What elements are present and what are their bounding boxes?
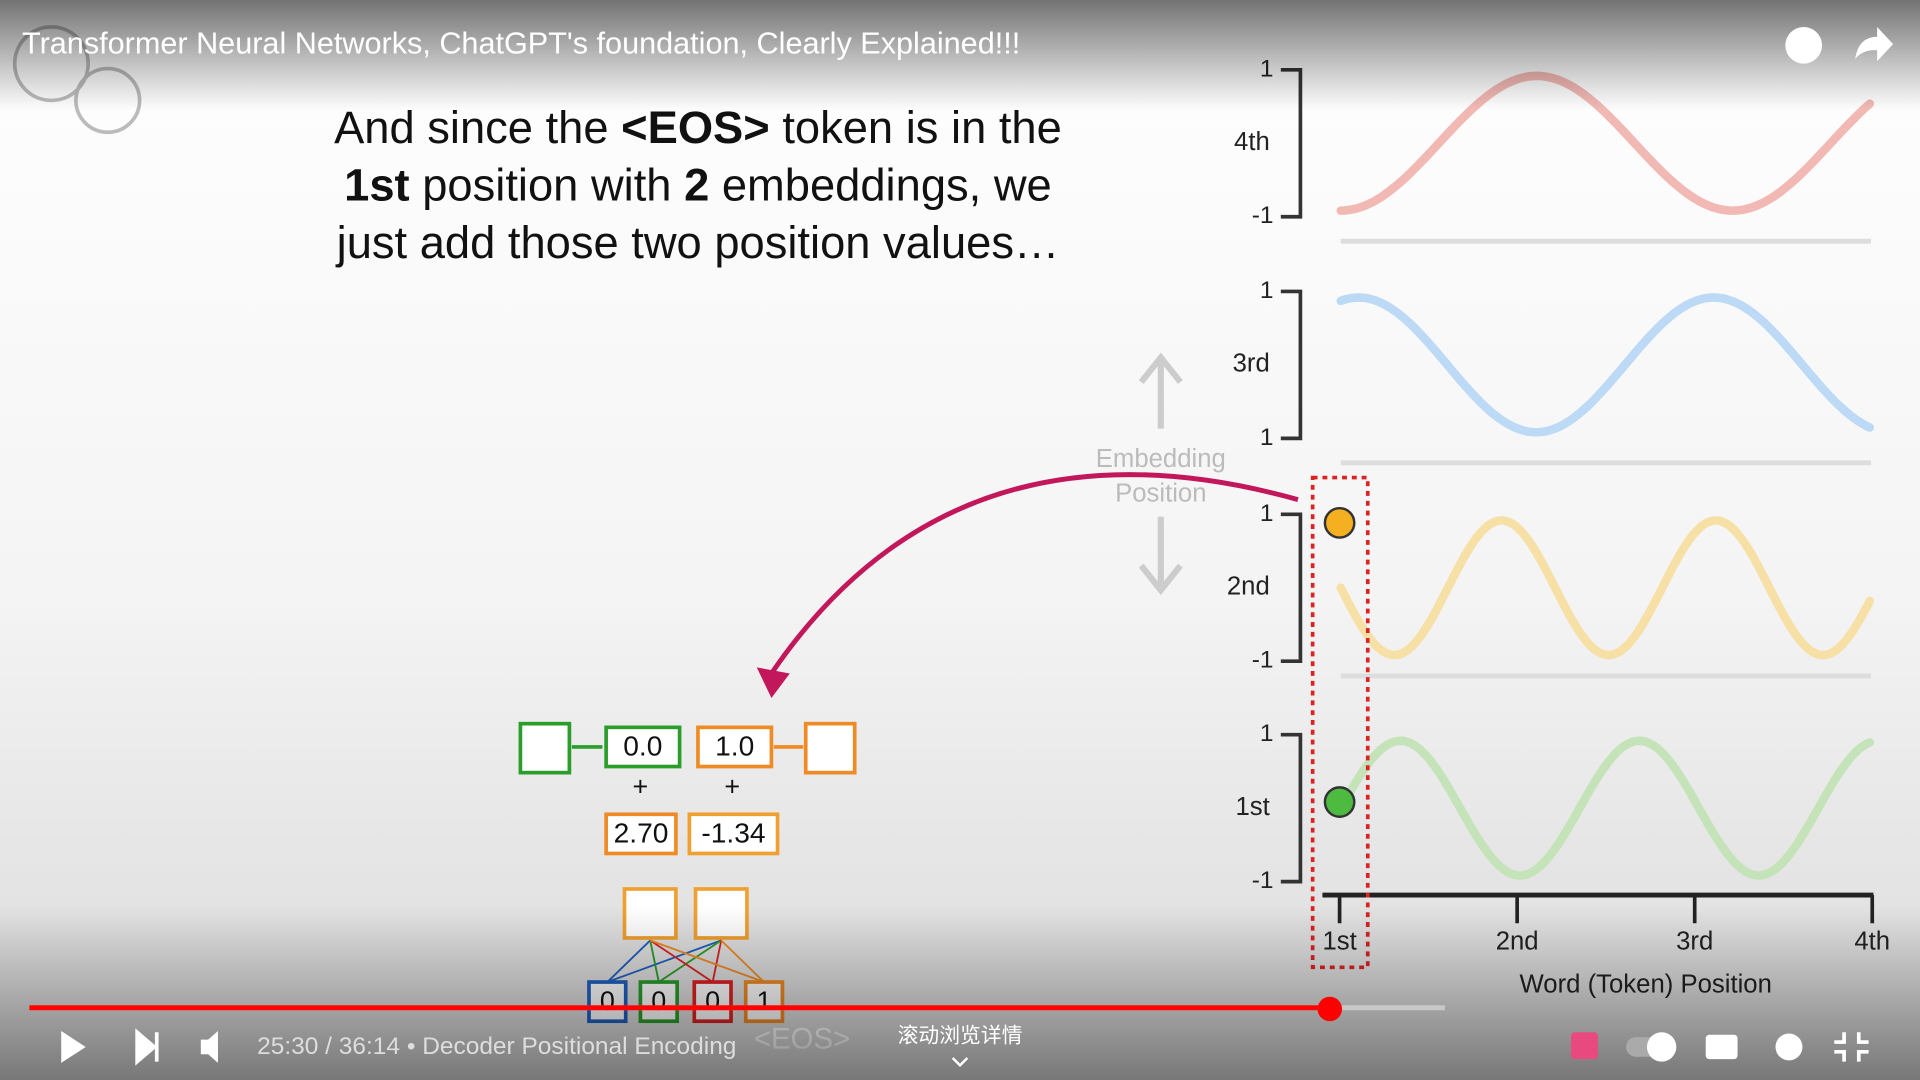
value-text: 2.70 (614, 818, 669, 849)
settings-button[interactable] (1775, 1033, 1803, 1061)
subtitles-button[interactable] (1705, 1034, 1738, 1060)
embedding-label: Embedding (1096, 445, 1226, 473)
play-button[interactable] (61, 1031, 86, 1063)
caption-segment: position with (410, 160, 684, 211)
chevron (951, 1057, 969, 1068)
top-shade (0, 0, 1920, 111)
progress-thumb[interactable] (1317, 996, 1343, 1022)
sine-wave (1336, 736, 1875, 880)
caption-segment: 1st (344, 160, 409, 211)
caption-segment: token is in the (770, 102, 1062, 153)
caption-segment: embeddings, we (709, 160, 1051, 211)
token-dot (1323, 786, 1356, 818)
value-text: 1.0 (715, 731, 754, 762)
sine-wave (1336, 293, 1875, 437)
caption-segment: 2 (684, 160, 709, 211)
caption-segment: And since the (334, 102, 621, 153)
cos-icon (803, 721, 857, 775)
plus: + (633, 772, 649, 802)
curved-arrow (769, 472, 1299, 675)
autoplay-knob[interactable] (1646, 1032, 1677, 1062)
row-top-label: 1 (1260, 277, 1274, 304)
bracket (1280, 289, 1303, 441)
up-arrow (1138, 352, 1183, 429)
embedding-label: Position (1115, 479, 1206, 507)
caption-segment: <EOS> (621, 102, 770, 153)
sine-wave (1336, 516, 1875, 660)
row-label: 4th (1234, 128, 1270, 156)
caption-segment: just add those two position values… (335, 217, 1060, 268)
value-text: -1.34 (701, 818, 765, 849)
row-bottom-label: -1 (1252, 867, 1274, 894)
chapter: Decoder Positional Encoding (422, 1034, 736, 1061)
row-bottom-label: 1 (1260, 424, 1274, 451)
value-text: 0.0 (623, 731, 662, 762)
translate-button[interactable] (1571, 1032, 1598, 1060)
share-button[interactable] (1855, 26, 1894, 62)
caption-line: just add those two position values… (335, 217, 1060, 268)
row-label: 3rd (1233, 350, 1270, 378)
row-label: 1st (1235, 793, 1269, 821)
value-box (604, 812, 678, 856)
row-top-label: 1 (1260, 500, 1274, 527)
value-box (604, 725, 682, 769)
row-bottom-label: -1 (1252, 647, 1274, 674)
row-top-label: 1 (1260, 720, 1274, 747)
fullscreen-exit-button[interactable] (1834, 1032, 1869, 1062)
bracket (1280, 512, 1303, 664)
time-and-chapter[interactable]: 25:30 / 36:14 • Decoder Positional Encod… (257, 1034, 736, 1061)
caption-line: 1st position with 2 embeddings, we (344, 160, 1052, 211)
bracket (1280, 732, 1303, 884)
sine-wave (1336, 71, 1875, 215)
scroll-hint[interactable]: 滚动浏览详情 (898, 1025, 1023, 1048)
time: 25:30 / 36:14 (257, 1034, 400, 1061)
next-button[interactable] (135, 1028, 159, 1066)
arrow-head (756, 667, 790, 698)
token-dot (1323, 506, 1356, 539)
value-box (696, 725, 774, 769)
sin-icon (518, 721, 572, 775)
caption-line: And since the <EOS> token is in the (334, 102, 1062, 153)
value-box (687, 812, 780, 856)
row-bottom-label: -1 (1252, 202, 1274, 229)
separator: • (407, 1034, 416, 1061)
plus: + (724, 772, 740, 802)
bottom-shade (0, 906, 1920, 1080)
watch-later-button[interactable] (1785, 26, 1823, 64)
video-title[interactable]: Transformer Neural Networks, ChatGPT's f… (22, 26, 1020, 60)
controls: 25:30 / 36:14 • Decoder Positional Encod… (29, 26, 1894, 1068)
row-label: 2nd (1227, 573, 1270, 601)
volume-button[interactable] (200, 1031, 218, 1063)
down-arrow (1138, 516, 1183, 596)
